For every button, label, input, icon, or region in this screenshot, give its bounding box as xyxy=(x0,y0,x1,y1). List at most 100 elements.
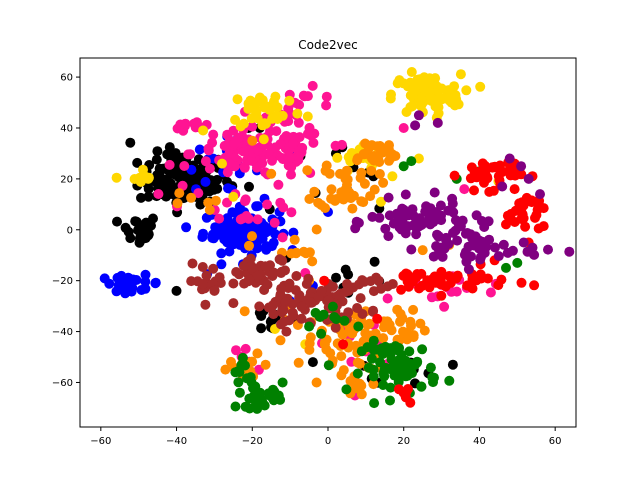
scatter-point xyxy=(233,377,244,388)
scatter-point xyxy=(230,114,241,125)
scatter-point xyxy=(150,277,161,288)
scatter-point xyxy=(326,184,337,195)
scatter-point xyxy=(510,170,521,181)
scatter-point xyxy=(293,357,304,368)
scatter-point xyxy=(247,264,258,275)
scatter-point xyxy=(369,256,380,267)
x-axis: −60 −40 −20 0 20 40 60 xyxy=(90,427,562,447)
scatter-point xyxy=(252,201,263,212)
scatter-point xyxy=(200,176,211,187)
scatter-point xyxy=(341,183,351,194)
scatter-point xyxy=(279,316,290,327)
scatter-point xyxy=(305,297,316,308)
scatter-point xyxy=(493,171,504,182)
scatter-point xyxy=(512,257,523,268)
scatter-point xyxy=(396,349,407,360)
scatter-point xyxy=(214,213,225,224)
scatter-point xyxy=(174,188,185,199)
scatter-point xyxy=(256,311,267,321)
scatter-point xyxy=(416,99,427,110)
scatter-point xyxy=(330,322,341,333)
scatter-point xyxy=(397,203,408,214)
scatter-point xyxy=(293,117,304,128)
scatter-point xyxy=(362,320,373,330)
scatter-point xyxy=(200,299,211,310)
scatter-point xyxy=(138,164,148,175)
scatter-point xyxy=(449,81,460,92)
scatter-point xyxy=(452,270,463,281)
scatter-point xyxy=(352,303,363,313)
scatter-point xyxy=(175,119,186,130)
scatter-point xyxy=(143,191,154,202)
scatter-point xyxy=(375,357,385,368)
scatter-point xyxy=(140,283,151,294)
scatter-point xyxy=(366,353,377,364)
scatter-point xyxy=(516,161,527,172)
scatter-point xyxy=(134,233,145,244)
scatter-point xyxy=(319,275,330,286)
scatter-point xyxy=(338,194,349,205)
scatter-point xyxy=(460,247,471,258)
scatter-point xyxy=(252,243,263,254)
scatter-point xyxy=(506,209,516,219)
scatter-point xyxy=(404,346,415,357)
scatter-point xyxy=(217,158,227,169)
scatter-point xyxy=(395,316,405,327)
scatter-point xyxy=(296,301,307,312)
scatter-point xyxy=(484,186,495,197)
scatter-point xyxy=(450,225,461,236)
scatter-points xyxy=(99,67,575,414)
y-tick-label: −20 xyxy=(52,276,73,287)
scatter-point xyxy=(368,371,379,382)
scatter-point xyxy=(233,132,244,143)
scatter-point xyxy=(413,110,424,121)
scatter-point xyxy=(518,237,529,248)
scatter-point xyxy=(468,240,479,251)
scatter-point xyxy=(276,268,287,278)
scatter-point xyxy=(411,229,422,240)
scatter-point xyxy=(369,398,380,409)
scatter-point xyxy=(426,274,437,285)
scatter-point xyxy=(203,197,214,208)
scatter-point xyxy=(208,263,219,274)
scatter-point xyxy=(194,144,205,155)
scatter-point xyxy=(477,158,488,169)
scatter-point xyxy=(262,241,273,252)
scatter-point xyxy=(324,168,335,179)
scatter-point xyxy=(336,351,347,362)
scatter-point xyxy=(252,145,263,156)
scatter-point xyxy=(395,309,406,319)
scatter-point xyxy=(210,195,221,206)
scatter-point xyxy=(228,125,239,136)
scatter-point xyxy=(285,152,296,163)
scatter-point xyxy=(273,179,284,190)
scatter-point xyxy=(222,167,233,178)
scatter-point xyxy=(183,149,194,160)
scatter-point xyxy=(228,191,239,202)
scatter-point xyxy=(405,90,416,101)
scatter-point xyxy=(376,283,386,294)
scatter-point xyxy=(368,345,379,356)
scatter-point xyxy=(342,279,352,289)
scatter-point xyxy=(214,272,225,283)
scatter-point xyxy=(200,156,211,167)
scatter-point xyxy=(151,154,162,165)
x-tick-label: 20 xyxy=(397,436,410,447)
scatter-point xyxy=(331,272,341,283)
scatter-point xyxy=(352,357,363,368)
scatter-point xyxy=(425,91,436,102)
scatter-point xyxy=(416,268,427,279)
scatter-point xyxy=(232,94,243,105)
scatter-point xyxy=(356,346,367,357)
scatter-point xyxy=(461,256,472,267)
scatter-point xyxy=(125,233,136,244)
scatter-point xyxy=(233,366,243,377)
scatter-point xyxy=(356,196,367,207)
scatter-point xyxy=(406,156,417,167)
scatter-point xyxy=(291,271,302,281)
scatter-point xyxy=(384,140,394,151)
scatter-point xyxy=(160,178,171,189)
scatter-point xyxy=(277,232,288,243)
scatter-point xyxy=(392,78,403,89)
scatter-point xyxy=(419,325,430,336)
